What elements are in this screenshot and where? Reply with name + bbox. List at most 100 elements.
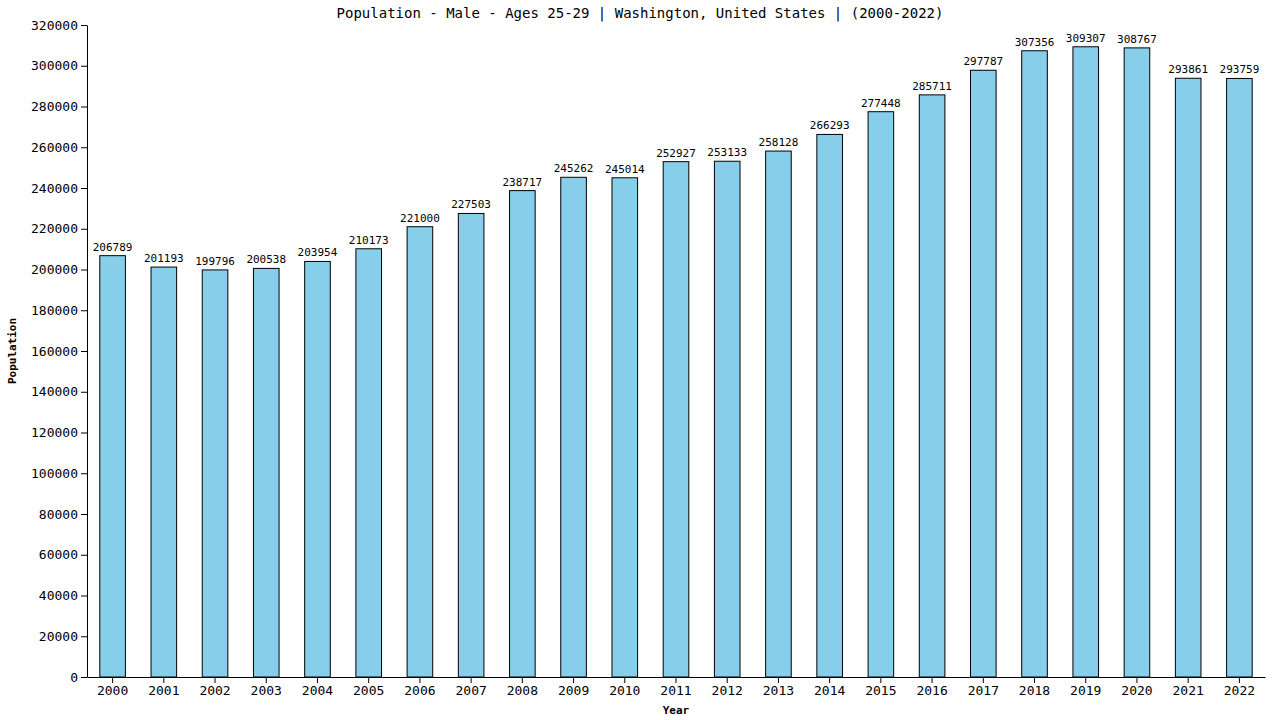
- tick: 280000: [31, 99, 87, 114]
- tick-mark: [1034, 677, 1035, 683]
- tick-label: 2000: [97, 683, 128, 698]
- tick-label: 2021: [1173, 683, 1204, 698]
- data-label: 277448: [861, 97, 901, 110]
- data-label: 293861: [1168, 63, 1208, 76]
- data-label: 221000: [400, 212, 440, 225]
- tick: 2017: [968, 677, 999, 698]
- x-axis: 2000200120022003200420052006200720082009…: [88, 677, 1266, 698]
- tick: 2013: [763, 677, 794, 698]
- tick: 2002: [199, 677, 230, 698]
- tick-mark: [368, 677, 369, 683]
- tick-label: 120000: [31, 425, 78, 440]
- bar: [868, 112, 894, 677]
- tick-mark: [81, 677, 87, 678]
- tick: 2014: [814, 677, 845, 698]
- tick: 100000: [31, 466, 87, 481]
- data-label: 308767: [1117, 33, 1157, 46]
- tick: 2001: [148, 677, 179, 698]
- tick-mark: [266, 677, 267, 683]
- tick: 2007: [455, 677, 486, 698]
- tick-mark: [81, 147, 87, 148]
- tick-label: 2001: [148, 683, 179, 698]
- tick: 2020: [1121, 677, 1152, 698]
- tick-label: 80000: [39, 507, 78, 522]
- tick-mark: [81, 596, 87, 597]
- data-label: 201193: [144, 252, 184, 265]
- tick: 2021: [1173, 677, 1204, 698]
- tick-label: 280000: [31, 99, 78, 114]
- data-label: 266293: [810, 119, 850, 132]
- tick: 220000: [31, 221, 87, 236]
- tick-label: 20000: [39, 629, 78, 644]
- tick: 0: [70, 670, 87, 685]
- tick-label: 2004: [302, 683, 333, 698]
- tick-label: 2022: [1224, 683, 1255, 698]
- tick: 2003: [251, 677, 282, 698]
- tick-label: 320000: [31, 18, 78, 33]
- bar: [202, 270, 228, 677]
- tick: 2008: [507, 677, 538, 698]
- tick: 2018: [1019, 677, 1050, 698]
- bar: [817, 134, 843, 677]
- tick-mark: [317, 677, 318, 683]
- tick: 60000: [39, 547, 87, 562]
- tick-mark: [81, 636, 87, 637]
- tick-mark: [676, 677, 677, 683]
- tick-label: 2016: [916, 683, 947, 698]
- tick-mark: [983, 677, 984, 683]
- data-label: 210173: [349, 234, 389, 247]
- tick-label: 60000: [39, 547, 78, 562]
- tick-label: 2010: [609, 683, 640, 698]
- data-label: 252927: [656, 147, 696, 160]
- tick: 2011: [660, 677, 691, 698]
- tick: 140000: [31, 384, 87, 399]
- tick-label: 2020: [1121, 683, 1152, 698]
- tick-mark: [1085, 677, 1086, 683]
- bar: [356, 249, 382, 677]
- bar: [100, 256, 126, 677]
- data-label: 199796: [195, 255, 235, 268]
- y-axis: 0200004000060000800001000001200001400001…: [31, 18, 87, 685]
- data-label: 293759: [1220, 63, 1260, 76]
- tick-label: 2003: [251, 683, 282, 698]
- tick-mark: [81, 66, 87, 67]
- tick-label: 2019: [1070, 683, 1101, 698]
- tick-mark: [1239, 677, 1240, 683]
- bar: [1124, 48, 1150, 677]
- tick: 120000: [31, 425, 87, 440]
- data-label: 245014: [605, 163, 645, 176]
- tick: 2009: [558, 677, 589, 698]
- tick-mark: [163, 677, 164, 683]
- tick-label: 2012: [712, 683, 743, 698]
- tick-label: 2011: [660, 683, 691, 698]
- data-label: 238717: [502, 176, 542, 189]
- data-label: 245262: [554, 162, 594, 175]
- tick-label: 2017: [968, 683, 999, 698]
- bar: [714, 161, 740, 677]
- tick: 2006: [404, 677, 435, 698]
- tick-label: 40000: [39, 588, 78, 603]
- tick-mark: [81, 433, 87, 434]
- tick: 320000: [31, 18, 87, 33]
- bar: [510, 191, 536, 677]
- bar: [458, 213, 484, 677]
- data-label: 200538: [246, 253, 286, 266]
- tick-mark: [522, 677, 523, 683]
- tick-mark: [81, 270, 87, 271]
- tick-mark: [727, 677, 728, 683]
- tick-label: 2013: [763, 683, 794, 698]
- bar: [1073, 47, 1099, 677]
- tick-label: 260000: [31, 140, 78, 155]
- tick-mark: [880, 677, 881, 683]
- tick-mark: [81, 188, 87, 189]
- data-label: 253133: [707, 146, 747, 159]
- data-labels: 2067892011931997962005382039542101732210…: [93, 32, 1260, 268]
- tick: 20000: [39, 629, 87, 644]
- tick: 200000: [31, 262, 87, 277]
- bar: [663, 162, 689, 677]
- tick: 2004: [302, 677, 333, 698]
- tick-mark: [932, 677, 933, 683]
- tick: 2012: [712, 677, 743, 698]
- tick-mark: [624, 677, 625, 683]
- tick-mark: [81, 514, 87, 515]
